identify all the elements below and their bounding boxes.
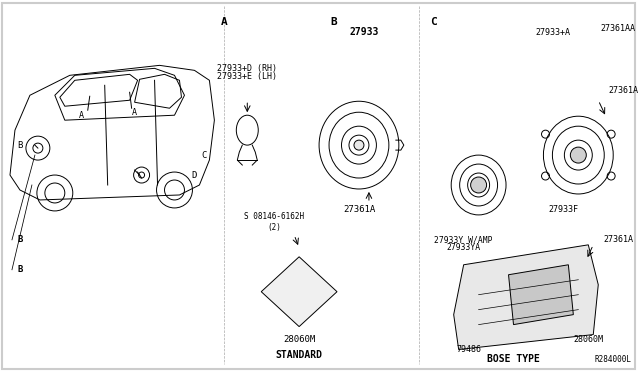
Text: D: D: [192, 170, 197, 180]
Text: 27933+D (RH): 27933+D (RH): [218, 64, 277, 73]
Text: 27361A: 27361A: [343, 205, 375, 214]
Text: STANDARD: STANDARD: [276, 350, 323, 359]
Text: 79486: 79486: [456, 345, 481, 354]
Text: 27361A: 27361A: [604, 235, 633, 244]
Text: A: A: [79, 111, 84, 120]
Text: 27933YA: 27933YA: [447, 243, 481, 252]
Text: B: B: [331, 17, 337, 28]
Text: C: C: [430, 17, 437, 28]
Text: 27933+A: 27933+A: [536, 28, 571, 37]
Text: 28060M: 28060M: [283, 335, 316, 344]
Text: 27933Y W/AMP: 27933Y W/AMP: [435, 235, 493, 244]
Text: S 08146-6162H
(2): S 08146-6162H (2): [244, 212, 304, 232]
Text: 27361A: 27361A: [608, 86, 638, 95]
Text: 27933+E (LH): 27933+E (LH): [218, 72, 277, 81]
Text: A: A: [221, 17, 228, 28]
Text: 27361AA: 27361AA: [601, 24, 636, 33]
Polygon shape: [261, 257, 337, 327]
Polygon shape: [509, 265, 573, 325]
Text: 27933: 27933: [349, 28, 379, 38]
Text: C: C: [202, 151, 207, 160]
Text: B: B: [17, 141, 22, 150]
Polygon shape: [454, 245, 598, 350]
Circle shape: [354, 140, 364, 150]
Text: BOSE TYPE: BOSE TYPE: [487, 355, 540, 365]
Text: R284000L: R284000L: [595, 355, 632, 364]
Text: A: A: [132, 108, 137, 117]
Text: 28060M: 28060M: [573, 335, 604, 344]
Circle shape: [570, 147, 586, 163]
Text: 27933F: 27933F: [548, 205, 579, 214]
Text: B: B: [17, 265, 22, 274]
Text: B: B: [17, 235, 22, 244]
Circle shape: [470, 177, 486, 193]
